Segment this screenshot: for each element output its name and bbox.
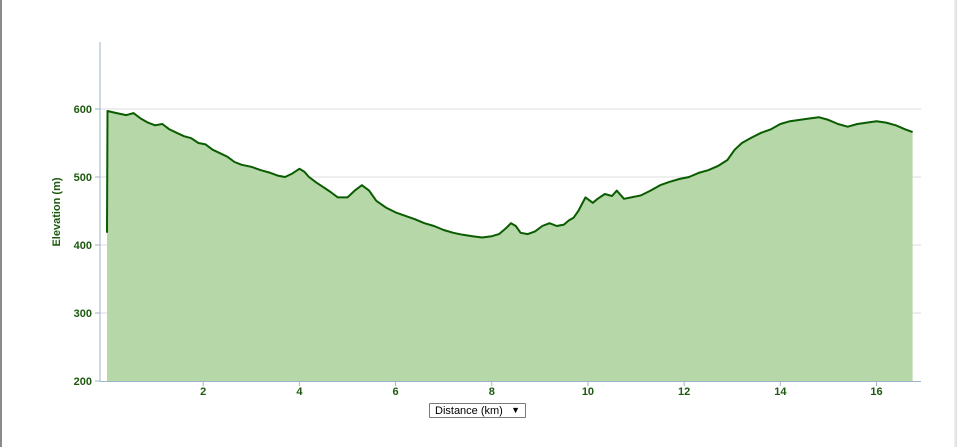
x-tick-label: 16 — [870, 386, 882, 398]
series-layer — [106, 110, 913, 381]
x-tick-label: 8 — [489, 386, 495, 398]
x-tick-label: 12 — [678, 386, 690, 398]
x-tick-label: 14 — [774, 386, 787, 398]
y-tick-label: 200 — [74, 376, 92, 388]
y-tick-label: 300 — [74, 308, 92, 320]
x-axis-selector-value: Distance (km) — [435, 404, 503, 417]
x-tick-label: 6 — [393, 386, 399, 398]
chevron-down-icon: ▼ — [511, 405, 520, 415]
y-tick-label: 600 — [74, 104, 92, 116]
x-tick-label: 4 — [296, 386, 303, 398]
axes — [95, 42, 921, 386]
x-tick-label: 2 — [200, 386, 206, 398]
y-tick-label: 500 — [74, 172, 92, 184]
y-tick-label: 400 — [74, 240, 92, 252]
window-right-edge — [954, 0, 957, 447]
tick-labels: 2 4 6 8 10 12 14 16 200 300 400 500 600 — [74, 104, 883, 398]
elevation-line — [106, 110, 913, 239]
window-left-edge — [0, 0, 2, 447]
elevation-area — [107, 111, 913, 381]
x-axis-selector[interactable]: Distance (km) ▼ — [429, 403, 526, 418]
x-tick-label: 10 — [582, 386, 594, 398]
y-axis-title: Elevation (m) — [51, 177, 63, 246]
